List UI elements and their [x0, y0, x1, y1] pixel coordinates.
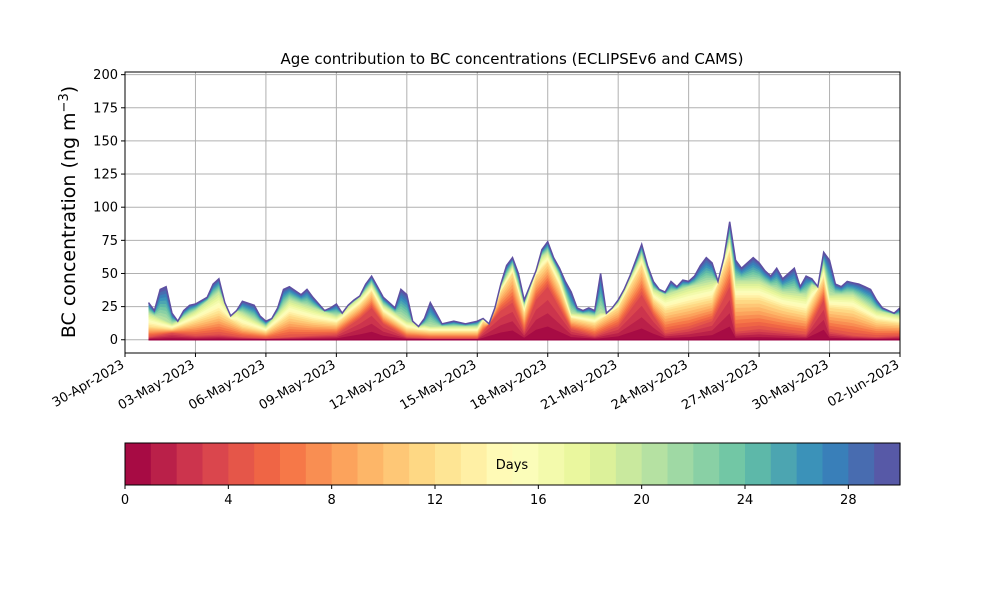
x-tick-label: 24-May-2023: [609, 357, 691, 413]
y-tick-label: 0: [110, 333, 118, 348]
colorbar-cell: [693, 443, 720, 485]
colorbar-cell: [564, 443, 591, 485]
x-tick-label: 30-Apr-2023: [50, 357, 127, 410]
x-tick-label: 18-May-2023: [468, 357, 550, 413]
colorbar: Days 0 4 8 12 16 20 24 28: [121, 442, 901, 508]
colorbar-cell: [150, 443, 178, 485]
x-tick-label: 09-May-2023: [257, 357, 339, 413]
colorbar-cell: [435, 443, 462, 485]
colorbar-cell: [125, 443, 152, 485]
colorbar-cell: [667, 443, 694, 485]
x-tick-label: 15-May-2023: [398, 357, 480, 413]
colorbar-cell: [745, 443, 772, 485]
x-tick-label: 12-May-2023: [327, 357, 409, 413]
y-tick-label: 150: [93, 134, 118, 149]
chart-title: Age contribution to BC concentrations (E…: [281, 50, 744, 68]
colorbar-cell: [331, 443, 359, 485]
colorbar-tick-label: 16: [530, 493, 547, 508]
colorbar-cell: [486, 443, 514, 485]
colorbar-cell: [409, 443, 436, 485]
colorbar-cell: [228, 443, 255, 485]
x-tick-label: 03-May-2023: [116, 357, 198, 413]
colorbar-cell: [280, 443, 307, 485]
y-tick-label: 125: [93, 168, 118, 183]
y-tick-label: 175: [93, 101, 118, 116]
colorbar-cell: [641, 443, 669, 485]
y-axis-label: BC concentration (ng m−3): [57, 86, 80, 338]
colorbar-tick-label: 12: [427, 493, 444, 508]
colorbar-cell: [383, 443, 410, 485]
colorbar-tick-label: 20: [633, 493, 650, 508]
colorbar-cell: [538, 443, 565, 485]
total-outline: [147, 221, 900, 328]
x-tick-label: 21-May-2023: [539, 357, 621, 413]
y-tick-label: 100: [93, 201, 118, 216]
colorbar-cell: [822, 443, 849, 485]
colorbar-cell: [460, 443, 488, 485]
x-tick-label: 30-May-2023: [750, 357, 832, 413]
colorbar-tick-label: 24: [737, 493, 754, 508]
colorbar-cell: [719, 443, 746, 485]
y-tick-label: 50: [101, 267, 118, 282]
colorbar-cell: [590, 443, 617, 485]
colorbar-cell: [254, 443, 281, 485]
y-tick-label: 75: [101, 234, 118, 249]
colorbar-cell: [202, 443, 229, 485]
colorbar-cell: [615, 443, 643, 485]
colorbar-cell: [848, 443, 875, 485]
colorbar-tick-label: 4: [224, 493, 232, 508]
colorbar-cell: [305, 443, 333, 485]
age-layer-2-days: [148, 300, 900, 340]
age-stack-area: [147, 221, 900, 341]
colorbar-frame: [124, 442, 901, 486]
colorbar-cell: [512, 443, 539, 485]
colorbar-cell: [176, 443, 204, 485]
x-tick-label: 06-May-2023: [186, 357, 268, 413]
colorbar-cell: [357, 443, 384, 485]
colorbar-tick-label: 0: [121, 493, 129, 508]
age-layer-0-days: [148, 326, 900, 340]
colorbar-cell: [796, 443, 824, 485]
colorbar-cell: [770, 443, 798, 485]
colorbar-tick-label: 28: [840, 493, 857, 508]
colorbar-label: Days: [496, 458, 529, 473]
colorbar-cell: [874, 443, 901, 485]
x-tick-label: 02-Jun-2023: [825, 357, 902, 410]
y-tick-label: 200: [93, 68, 118, 83]
y-tick-label: 25: [101, 300, 118, 315]
x-tick-label: 27-May-2023: [679, 357, 761, 413]
y-axis-ticks: 0 25 50 75 100 125 150 175 200: [93, 68, 125, 348]
x-axis-ticks: 30-Apr-202303-May-202306-May-202309-May-…: [50, 353, 902, 413]
plot-frame: [124, 71, 901, 354]
age-layer-1-days: [148, 313, 900, 340]
colorbar-tick-label: 8: [328, 493, 336, 508]
